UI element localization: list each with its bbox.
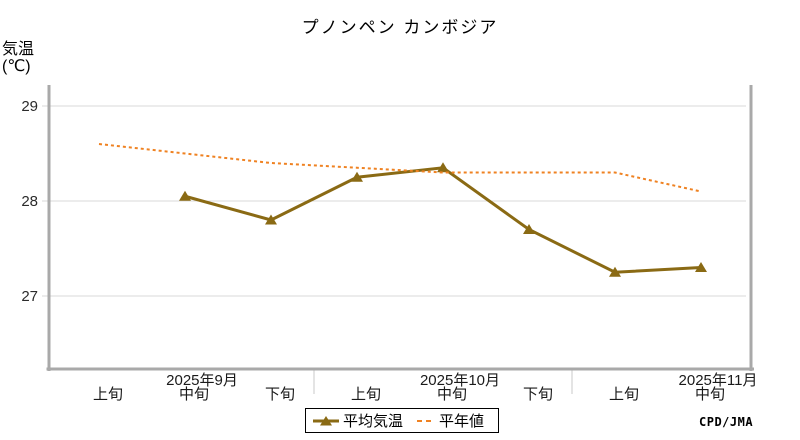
y-tick-label: 28 — [21, 193, 38, 210]
month-label: 2025年10月 — [420, 372, 500, 389]
legend-mean-sample — [313, 415, 339, 425]
x-tick-label: 上旬 — [351, 386, 381, 403]
mean-temp-line — [184, 166, 702, 274]
mean-temp-marker — [609, 266, 621, 277]
mean-temp-marker — [265, 214, 277, 225]
normal-temp-line — [98, 143, 702, 193]
month-label: 2025年11月 — [679, 372, 758, 389]
legend: 平均気温 平年値 — [305, 408, 499, 433]
legend-normal-sample — [417, 419, 436, 422]
mean-temp-marker — [351, 171, 363, 182]
mean-temp-marker — [437, 162, 449, 173]
y-axis-unit-line1: 気温 — [2, 41, 35, 58]
y-tick-label: 27 — [21, 288, 38, 305]
y-tick-label: 29 — [21, 98, 38, 115]
x-tick-label: 中旬 — [179, 386, 209, 403]
legend-normal-label: 平年値 — [439, 413, 485, 430]
plot-right-border — [749, 85, 753, 371]
y-axis-unit-label: 気温 (℃) — [2, 41, 34, 75]
legend-mean-label: 平均気温 — [343, 413, 404, 430]
mean-temp-marker — [179, 190, 191, 201]
x-tick-label: 上旬 — [93, 386, 123, 403]
legend-item-mean-temp: 平均気温 — [313, 410, 403, 431]
mean-temp-marker — [523, 224, 535, 234]
legend-mean-marker — [320, 415, 332, 425]
x-tick-label: 下旬 — [265, 386, 295, 403]
x-tick-label: 上旬 — [609, 386, 639, 403]
x-axis — [46, 367, 754, 371]
chart-title: プノンペン カンボジア — [301, 18, 499, 37]
y-axis — [47, 85, 51, 371]
y-axis-unit-line2: (℃) — [2, 58, 31, 75]
x-tick-label: 中旬 — [695, 386, 725, 403]
month-label: 2025年9月 — [166, 372, 238, 389]
legend-item-normal-temp: 平年値 — [417, 410, 484, 431]
x-tick-label: 下旬 — [523, 386, 553, 403]
mean-temp-marker — [695, 262, 707, 272]
x-tick-label: 中旬 — [437, 386, 467, 403]
credit-label: CPD/JMA — [699, 415, 754, 429]
